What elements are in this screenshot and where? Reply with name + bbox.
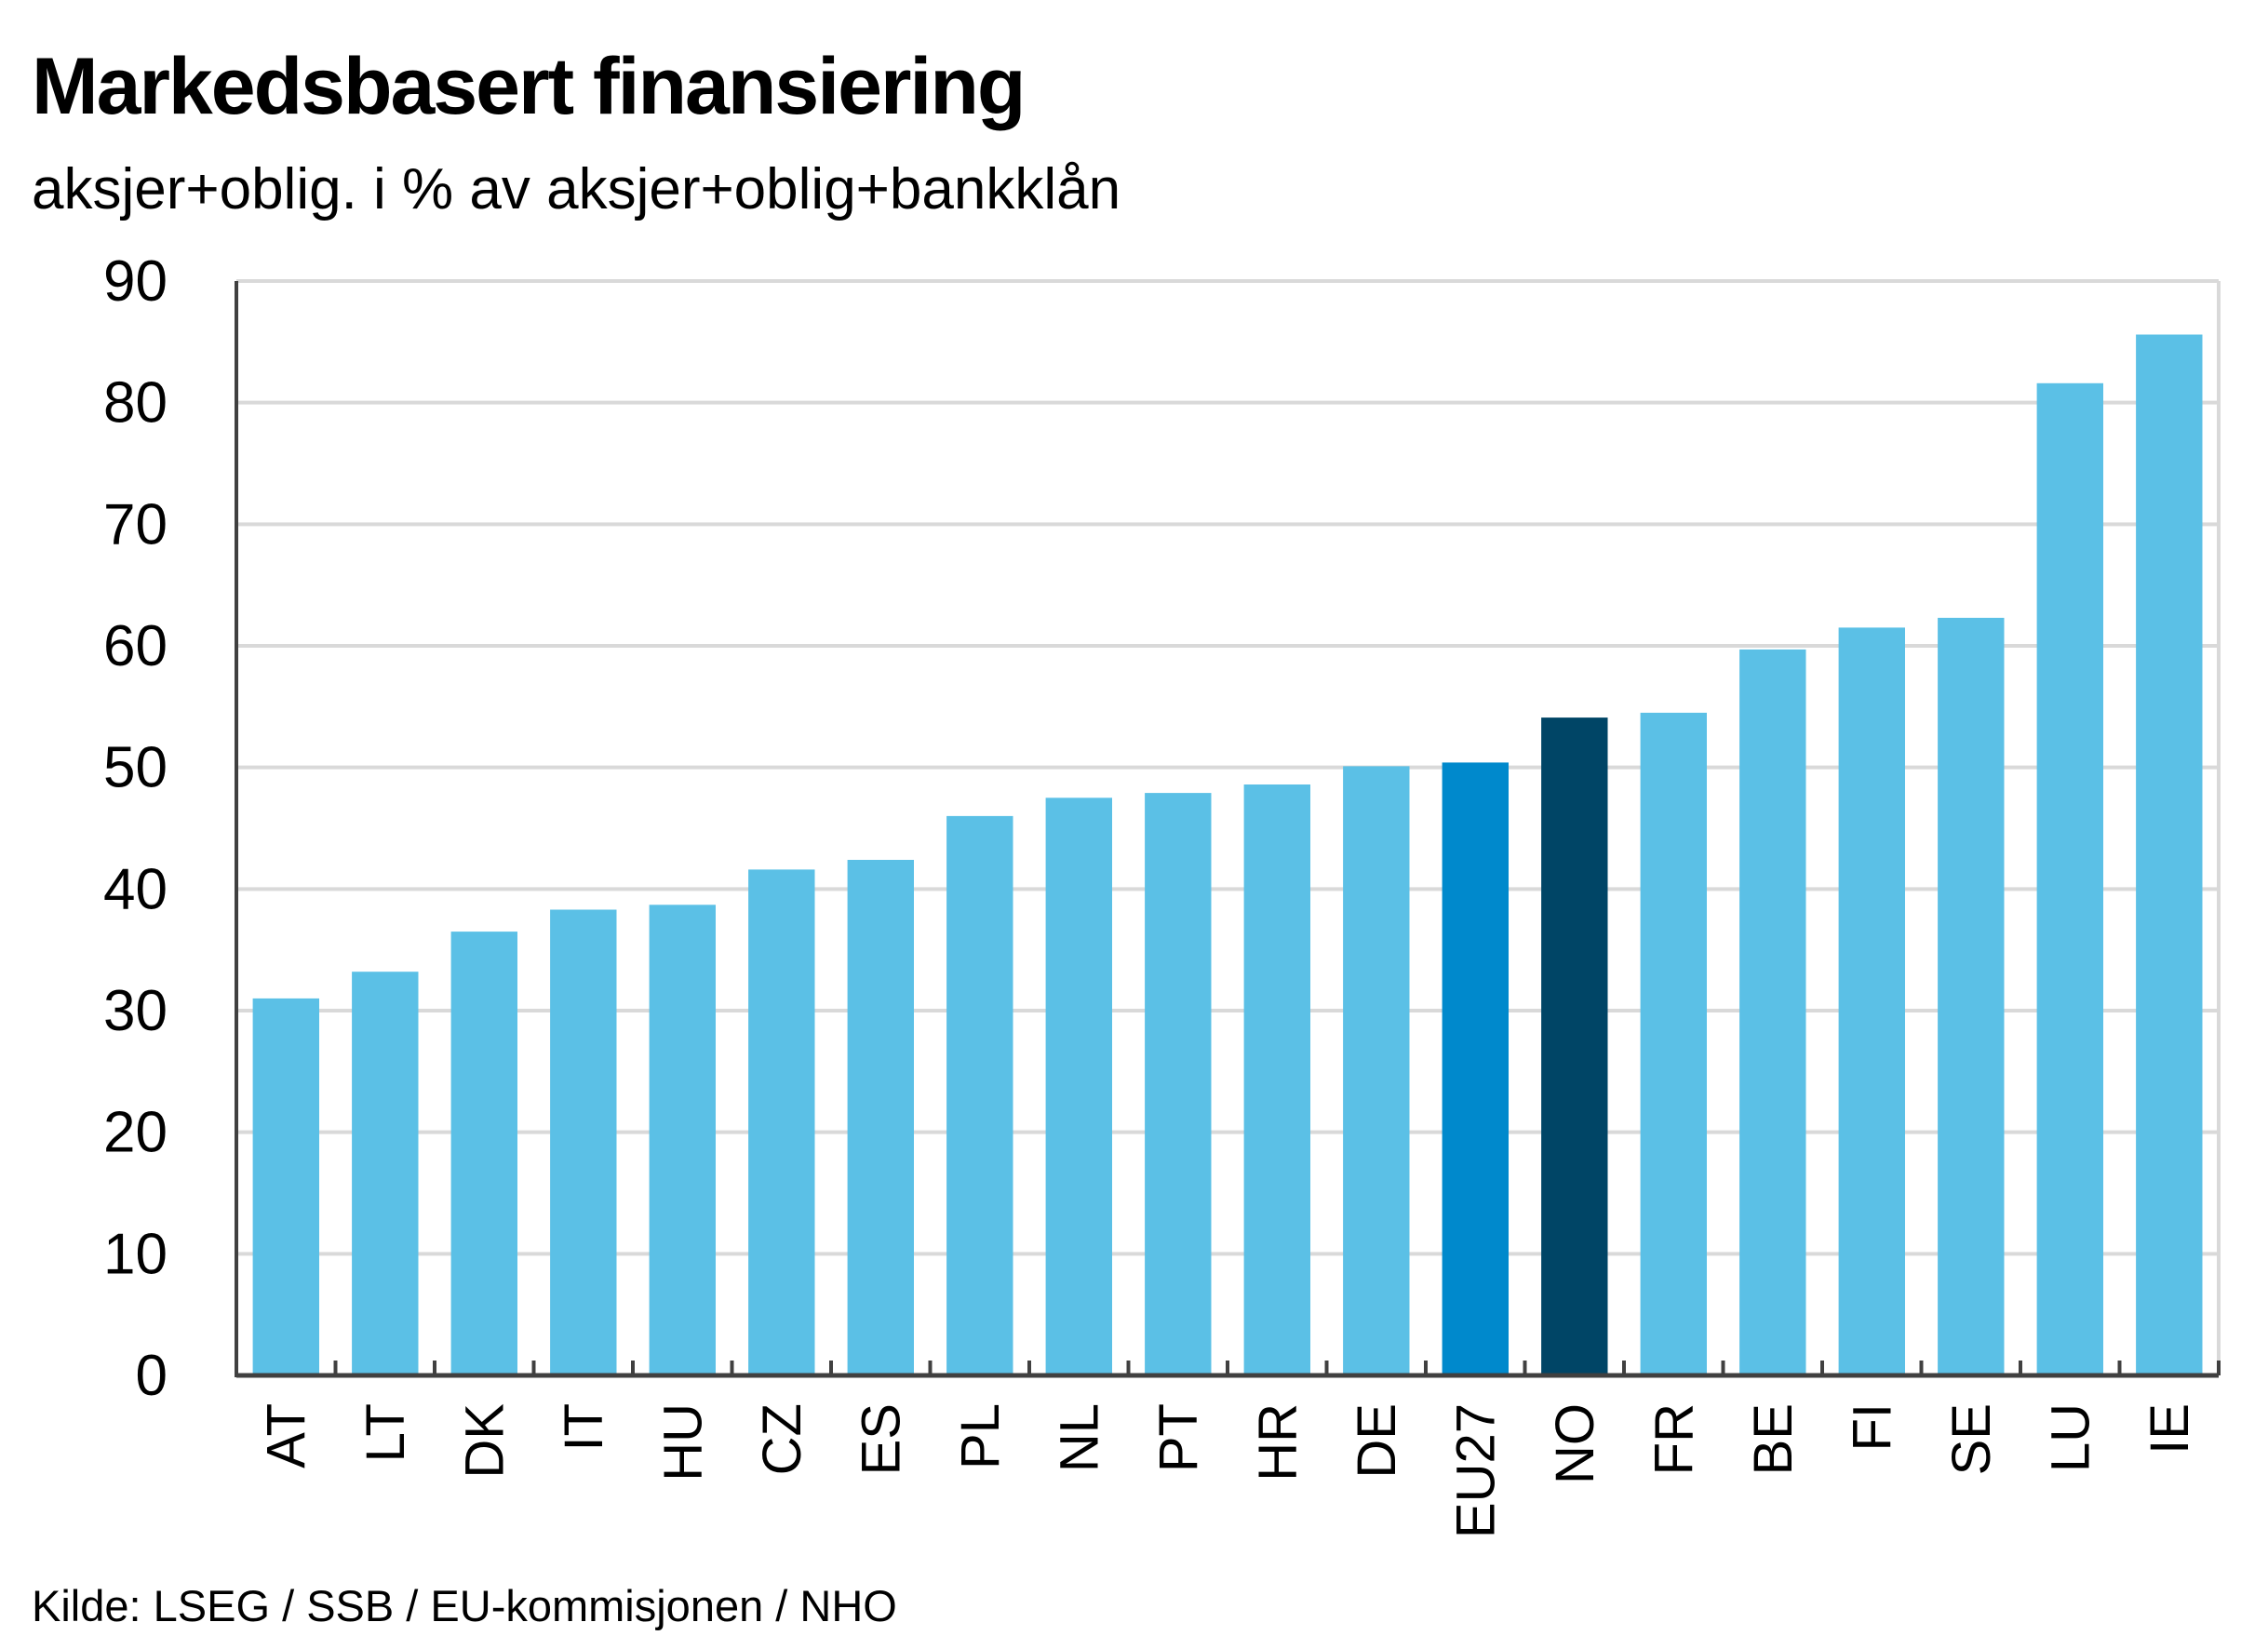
- x-tick-label: BE: [1743, 1403, 1804, 1475]
- bar-hr: [1243, 784, 1310, 1375]
- x-tick-labels: AT LT DK IT HU CZ ES PL NL PT HR DE EU27 NO FR BE FI SE LU…: [256, 1403, 2200, 1538]
- y-tick-label: 70: [103, 492, 168, 556]
- chart-subtitle: aksjer+oblig. i % av aksjer+oblig+bankkl…: [32, 157, 1121, 221]
- y-tick-labels: 0 10 20 30 40 50 60 70 80 90: [103, 249, 168, 1408]
- bar-es: [847, 860, 914, 1375]
- y-tick-label: 0: [136, 1344, 168, 1408]
- bar-eu27: [1442, 762, 1509, 1375]
- y-tick-label: 50: [103, 736, 168, 800]
- bar-lu: [2036, 382, 2103, 1375]
- x-tick-label: NL: [1049, 1403, 1109, 1472]
- x-tick-label: NO: [1545, 1403, 1605, 1484]
- bar-fi: [1838, 627, 1905, 1375]
- bar-fr: [1640, 712, 1707, 1375]
- bar-pl: [946, 815, 1013, 1375]
- axes: [235, 281, 2221, 1378]
- bar-dk: [450, 932, 517, 1375]
- bar-se: [1938, 617, 2005, 1375]
- bar-no: [1541, 717, 1608, 1375]
- bar-be: [1739, 649, 1806, 1375]
- y-tick-label: 30: [103, 979, 168, 1043]
- x-tick-label: DE: [1347, 1403, 1407, 1479]
- y-tick-label: 60: [103, 614, 168, 678]
- x-tick-label: CZ: [752, 1403, 812, 1475]
- bar-at: [252, 998, 319, 1375]
- gridlines: [236, 279, 2221, 1375]
- x-tick-label: IT: [554, 1403, 614, 1452]
- bar-de: [1343, 766, 1410, 1375]
- y-tick-label: 10: [103, 1222, 168, 1286]
- x-tick-label: EU27: [1445, 1403, 1506, 1538]
- bar-nl: [1045, 798, 1112, 1375]
- source-note: Kilde: LSEG / SSB / EU-kommisjonen / NHO: [32, 1581, 897, 1630]
- bar-it: [550, 909, 617, 1375]
- x-tick-label: PT: [1148, 1403, 1209, 1472]
- x-tick-label: HU: [652, 1403, 713, 1481]
- y-tick-label: 20: [103, 1101, 168, 1165]
- x-tick-label: IE: [2140, 1403, 2200, 1455]
- x-tick-label: LT: [356, 1403, 416, 1462]
- y-tick-label: 80: [103, 371, 168, 436]
- chart-title: Markedsbasert finansiering: [32, 42, 1026, 131]
- x-tick-label: PL: [950, 1403, 1011, 1469]
- x-tick-label: HR: [1247, 1403, 1308, 1481]
- x-tick-label: FR: [1644, 1403, 1704, 1475]
- bar-cz: [748, 869, 815, 1375]
- bars: [252, 334, 2203, 1375]
- y-tick-label: 90: [103, 249, 168, 314]
- bar-lt: [352, 972, 419, 1375]
- x-tick-label: SE: [1941, 1403, 2002, 1475]
- bar-pt: [1145, 793, 1212, 1375]
- x-tick-label: DK: [454, 1403, 515, 1479]
- x-tick-label: AT: [256, 1403, 316, 1468]
- bar-hu: [649, 905, 716, 1375]
- bar-ie: [2136, 334, 2203, 1375]
- x-tick-label: FI: [1842, 1403, 1902, 1452]
- x-tick-label: LU: [2040, 1403, 2100, 1472]
- y-tick-label: 40: [103, 857, 168, 921]
- x-tick-label: ES: [851, 1403, 911, 1475]
